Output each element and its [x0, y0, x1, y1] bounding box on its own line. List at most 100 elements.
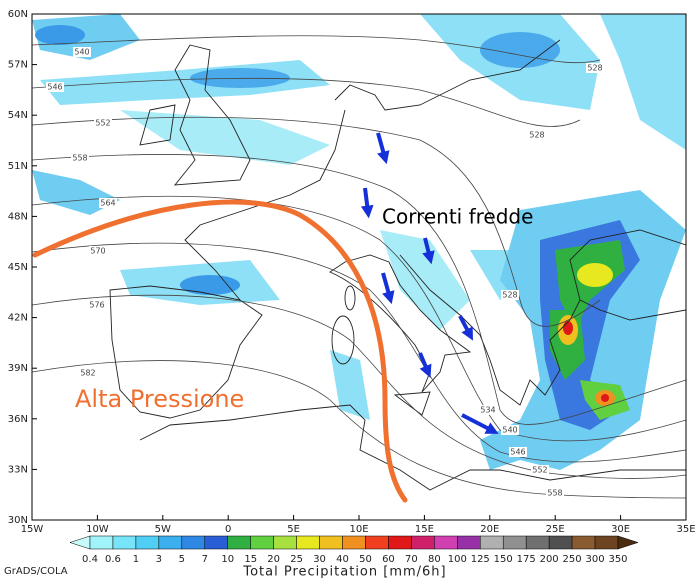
contour-label: 528 — [502, 291, 517, 300]
colorbar-label: 10 — [221, 554, 234, 565]
contour-label: 582 — [80, 369, 95, 378]
colorbar-cap — [69, 535, 91, 550]
lon-label: 10W — [86, 524, 109, 535]
contour-label: 540 — [74, 48, 89, 57]
colorbar-box — [319, 535, 343, 550]
colorbar-box — [594, 535, 619, 550]
colorbar-label: 300 — [585, 554, 604, 565]
lon-label: 35E — [676, 524, 695, 535]
colorbar-label: 125 — [471, 554, 490, 565]
lon-label: 20E — [480, 524, 499, 535]
contour-label-bg — [99, 198, 117, 208]
colorbar-box — [525, 535, 550, 550]
lon-label: 0 — [225, 524, 231, 535]
colorbar-label: 20 — [267, 554, 280, 565]
colorbar-label: 25 — [290, 554, 303, 565]
contour-label: 528 — [529, 131, 544, 140]
colorbar-box — [502, 535, 527, 550]
colorbar-label: 250 — [563, 554, 582, 565]
colorbar-label: 60 — [382, 554, 395, 565]
colorbar-box — [112, 535, 137, 550]
contour-label: 546 — [510, 448, 525, 457]
contour-label: 528 — [587, 64, 602, 73]
colorbar-label: 0.4 — [82, 554, 98, 565]
lat-label: 39N — [8, 363, 28, 374]
lat-label: 42N — [8, 313, 28, 324]
contour-label: 546 — [47, 83, 62, 92]
colorbar-label: 15 — [244, 554, 257, 565]
colorbar-box — [411, 535, 435, 550]
colorbar-label: 200 — [540, 554, 559, 565]
colorbar-label: 50 — [359, 554, 372, 565]
colorbar-box — [135, 535, 160, 550]
lon-label: 5W — [155, 524, 171, 535]
lon-label: 15W — [21, 524, 44, 535]
contour-label: 552 — [95, 119, 110, 128]
contour-label: 564 — [100, 199, 115, 208]
contour-label: 558 — [547, 489, 562, 498]
colorbar-box — [273, 535, 297, 550]
lat-label: 57N — [8, 60, 28, 71]
colorbar-box — [457, 535, 481, 550]
map-area — [32, 14, 686, 503]
colorbar-label: 5 — [179, 554, 185, 565]
contour-label-bg — [94, 118, 112, 128]
lat-label: 30N — [8, 515, 28, 526]
colorbar-label: 150 — [494, 554, 513, 565]
contour-label-bg — [79, 368, 97, 378]
colorbar-box — [204, 535, 228, 550]
lat-label: 60N — [8, 9, 28, 20]
colorbar-label: 175 — [517, 554, 536, 565]
contour-label-bg — [501, 425, 519, 435]
lat-label: 36N — [8, 414, 28, 425]
contour-label-bg — [479, 405, 497, 415]
lat-label: 51N — [8, 161, 28, 172]
coastlines — [109, 39, 686, 491]
colorbar-label: 0.6 — [105, 554, 121, 565]
colorbar-box — [548, 535, 573, 550]
contour-label: 558 — [72, 154, 87, 163]
contour-label: 534 — [480, 406, 495, 415]
lat-label: 45N — [8, 262, 28, 273]
colorbar-title: Total Precipitation [mm/6h] — [242, 565, 446, 578]
contours — [32, 35, 686, 499]
cold-current-arrows — [360, 132, 499, 434]
colorbar-label: 7 — [202, 554, 208, 565]
colorbar-label: 1 — [133, 554, 139, 565]
contour-label-bg — [71, 153, 89, 163]
contour-label-bg — [46, 82, 64, 92]
colorbar-box — [571, 535, 596, 550]
colorbar-label: 30 — [313, 554, 326, 565]
colorbar-cap — [617, 535, 639, 550]
lon-label: 15E — [415, 524, 434, 535]
contour-label-bg — [509, 447, 527, 457]
contour-label-bg — [73, 47, 91, 57]
colorbar-label: 80 — [428, 554, 441, 565]
colorbar-box — [89, 535, 114, 550]
colorbar-label: 40 — [336, 554, 349, 565]
contour-label-bg — [501, 290, 519, 300]
precipitation — [32, 14, 686, 470]
contour-label: 576 — [89, 301, 104, 310]
colorbar-box — [388, 535, 412, 550]
colorbar-box — [227, 535, 251, 550]
lon-label: 30E — [611, 524, 630, 535]
colorbar-label: 3 — [156, 554, 162, 565]
cold-currents-label: Correnti fredde — [382, 205, 533, 229]
contour-label: 552 — [532, 466, 547, 475]
colorbar-box — [365, 535, 389, 550]
contour-label-bg — [546, 488, 564, 498]
colorbar-box — [250, 535, 274, 550]
lon-label: 25E — [546, 524, 565, 535]
colorbar-label: 70 — [405, 554, 418, 565]
lat-label: 54N — [8, 110, 28, 121]
colorbar-box — [342, 535, 366, 550]
lat-label: 48N — [8, 211, 28, 222]
lat-label: 33N — [8, 464, 28, 475]
colorbar-box — [296, 535, 320, 550]
contour-label-bg — [528, 130, 546, 140]
credit: GrADS/COLA — [4, 566, 68, 577]
contour-label: 540 — [502, 426, 517, 435]
contour-label-bg — [586, 63, 604, 73]
